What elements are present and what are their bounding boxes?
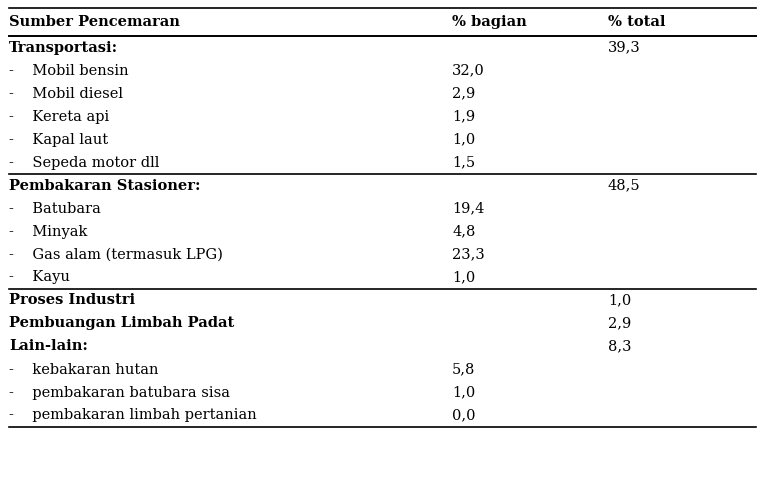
Text: -    Sepeda motor dll: - Sepeda motor dll — [9, 155, 160, 170]
Text: -    pembakaran batubara sisa: - pembakaran batubara sisa — [9, 385, 230, 400]
Text: 1,0: 1,0 — [452, 271, 476, 284]
Text: 8,3: 8,3 — [608, 339, 632, 354]
Text: 1,0: 1,0 — [608, 293, 632, 307]
Text: Lain-lain:: Lain-lain: — [9, 339, 88, 354]
Text: 32,0: 32,0 — [452, 64, 485, 77]
Text: % bagian: % bagian — [452, 15, 527, 29]
Text: -    Minyak: - Minyak — [9, 225, 87, 239]
Text: -    Mobil diesel: - Mobil diesel — [9, 87, 123, 100]
Text: Sumber Pencemaran: Sumber Pencemaran — [9, 15, 180, 29]
Text: Pembakaran Stasioner:: Pembakaran Stasioner: — [9, 178, 201, 193]
Text: -    Kayu: - Kayu — [9, 271, 70, 284]
Text: 1,0: 1,0 — [452, 132, 476, 146]
Text: 39,3: 39,3 — [608, 41, 641, 54]
Text: 4,8: 4,8 — [452, 225, 476, 239]
Text: -    Mobil bensin: - Mobil bensin — [9, 64, 128, 77]
Text: Proses Industri: Proses Industri — [9, 293, 135, 307]
Text: 2,9: 2,9 — [452, 87, 476, 100]
Text: -    pembakaran limbah pertanian: - pembakaran limbah pertanian — [9, 409, 257, 423]
Text: 2,9: 2,9 — [608, 316, 632, 330]
Text: 0,0: 0,0 — [452, 409, 476, 423]
Text: 1,0: 1,0 — [452, 385, 476, 400]
Text: 23,3: 23,3 — [452, 248, 485, 261]
Text: 1,9: 1,9 — [452, 109, 475, 123]
Text: 1,5: 1,5 — [452, 155, 475, 170]
Text: Pembuangan Limbah Padat: Pembuangan Limbah Padat — [9, 316, 234, 330]
Text: -    Kereta api: - Kereta api — [9, 109, 109, 123]
Text: -    Gas alam (termasuk LPG): - Gas alam (termasuk LPG) — [9, 248, 223, 261]
Text: Transportasi:: Transportasi: — [9, 41, 119, 54]
Text: -    Batubara: - Batubara — [9, 202, 101, 216]
Text: -    kebakaran hutan: - kebakaran hutan — [9, 362, 159, 377]
Text: 19,4: 19,4 — [452, 202, 485, 216]
Text: -    Kapal laut: - Kapal laut — [9, 132, 108, 146]
Text: 48,5: 48,5 — [608, 178, 641, 193]
Text: % total: % total — [608, 15, 666, 29]
Text: 5,8: 5,8 — [452, 362, 476, 377]
